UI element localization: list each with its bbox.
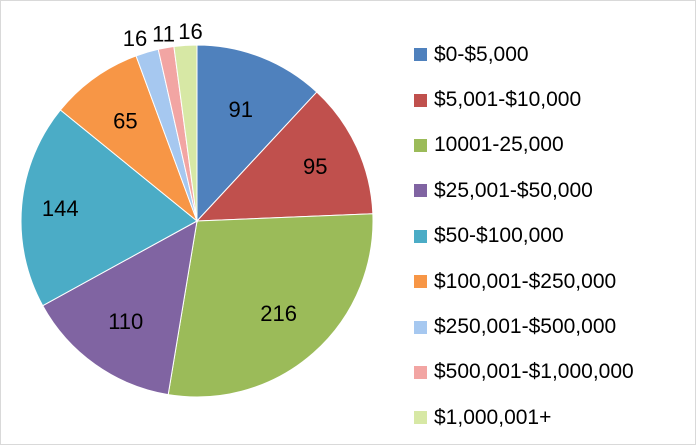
legend-swatch [414,184,427,198]
legend-swatch [414,320,427,334]
legend-label: $250,001-$500,000 [434,315,617,339]
data-label-9: 16 [178,19,202,44]
pie-slice-3 [167,213,374,398]
legend-label: $25,001-$50,000 [434,178,593,202]
legend-label: $5,001-$10,000 [434,88,582,112]
legend-item: $50-$100,000 [414,214,694,259]
legend: $0-$5,000 $5,001-$10,000 10001-25,000 $25,0… [414,32,694,441]
data-label-4: 110 [108,309,143,334]
data-label-6: 65 [113,108,137,133]
legend-item: $1,000,001+ [414,395,694,440]
legend-item: $100,001-$250,000 [414,259,694,304]
legend-item: 10001-25,000 [414,123,694,168]
data-label-7: 16 [123,26,147,51]
legend-swatch [414,365,427,379]
legend-item: $0-$5,000 [414,32,694,77]
legend-label: 10001-25,000 [434,133,564,157]
data-label-1: 91 [229,97,253,122]
legend-item: $250,001-$500,000 [414,304,694,349]
data-label-2: 95 [303,154,327,179]
pie-slice-5 [20,109,198,307]
legend-label: $500,001-$1,000,000 [434,360,634,384]
pie-slice-9 [173,44,198,222]
pie-slice-2 [195,91,374,222]
legend-item: $5,001-$10,000 [414,77,694,122]
legend-label: $0-$5,000 [434,42,529,66]
data-label-8: 11 [152,21,175,46]
legend-swatch [414,48,427,62]
data-label-5: 144 [42,196,79,221]
pie-slice-4 [42,220,198,396]
data-label-3: 216 [260,301,297,326]
pie-slice-6 [59,55,199,223]
legend-item: $25,001-$50,000 [414,168,694,213]
legend-swatch [414,93,427,107]
legend-item: $500,001-$1,000,000 [414,350,694,395]
legend-label: $1,000,001+ [434,405,552,429]
legend-label: $100,001-$250,000 [434,269,617,293]
legend-swatch [414,411,427,425]
legend-swatch [414,275,427,289]
legend-label: $50-$100,000 [434,224,564,248]
pie-slice-1 [196,44,318,223]
legend-swatch [414,229,427,243]
legend-swatch [414,138,427,152]
